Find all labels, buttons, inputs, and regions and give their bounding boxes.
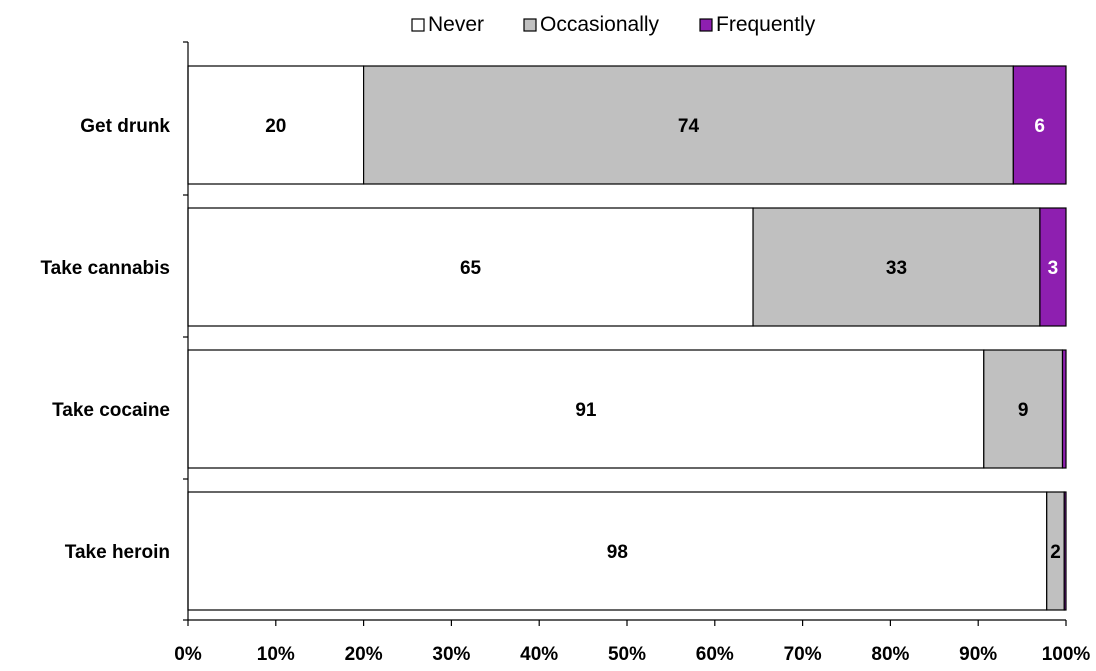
legend-swatch-frequently xyxy=(699,18,713,32)
data-label-take-heroin-occasionally: 2 xyxy=(1050,542,1061,563)
data-label-take-cocaine-occasionally: 9 xyxy=(1018,400,1029,421)
data-label-take-cannabis-occasionally: 33 xyxy=(886,258,907,279)
category-label-get-drunk: Get drunk xyxy=(80,116,170,137)
x-tick-label: 60% xyxy=(696,644,734,665)
legend-label-never: Never xyxy=(428,13,484,36)
bar-segment-take-cannabis-frequently xyxy=(1039,207,1067,327)
x-tick-label: 50% xyxy=(608,644,646,665)
x-tick-label: 20% xyxy=(345,644,383,665)
axis: Get drunk Take cannabis Take cocaine Take h… xyxy=(40,41,1091,665)
x-tick-label: 90% xyxy=(959,644,997,665)
x-tick-label: 100% xyxy=(1042,644,1091,665)
bar-segment-take-heroin-frequently xyxy=(1063,491,1067,611)
data-label-get-drunk-occasionally: 74 xyxy=(678,116,700,137)
bars: 20 74 665 33 391 998 2 xyxy=(187,65,1067,611)
legend-swatch-occasionally xyxy=(523,18,537,32)
legend-label-occasionally: Occasionally xyxy=(540,13,660,36)
legend: Never Occasionally Frequently xyxy=(411,13,816,36)
x-tick-label: 40% xyxy=(520,644,558,665)
legend-label-frequently: Frequently xyxy=(716,13,816,36)
data-label-take-cannabis-frequently: 3 xyxy=(1048,258,1059,279)
category-label-take-heroin: Take heroin xyxy=(65,542,170,563)
bar-segment-take-cannabis-never xyxy=(187,207,754,327)
category-label-take-cocaine: Take cocaine xyxy=(52,400,170,421)
bar-segment-take-cocaine-frequently xyxy=(1061,349,1067,469)
legend-swatch-never xyxy=(411,18,425,32)
data-label-take-cannabis-never: 65 xyxy=(460,258,482,279)
bar-segment-take-cocaine-occasionally xyxy=(983,349,1064,469)
bar-segment-take-cannabis-occasionally xyxy=(752,207,1041,327)
x-tick-label: 80% xyxy=(871,644,909,665)
bar-segment-get-drunk-frequently xyxy=(1012,65,1067,185)
bar-segment-get-drunk-never xyxy=(187,65,365,185)
data-label-take-heroin-never: 98 xyxy=(607,542,628,563)
data-label-get-drunk-never: 20 xyxy=(265,116,286,137)
x-tick-label: 0% xyxy=(174,644,202,665)
bar-segment-get-drunk-occasionally xyxy=(363,65,1014,185)
category-label-take-cannabis: Take cannabis xyxy=(40,258,170,279)
data-label-get-drunk-frequently: 6 xyxy=(1034,116,1045,137)
x-tick-label: 70% xyxy=(784,644,822,665)
data-label-take-cocaine-never: 91 xyxy=(575,400,597,421)
x-tick-label: 10% xyxy=(257,644,295,665)
x-tick-label: 30% xyxy=(432,644,470,665)
bar-segment-take-cocaine-never xyxy=(187,349,985,469)
